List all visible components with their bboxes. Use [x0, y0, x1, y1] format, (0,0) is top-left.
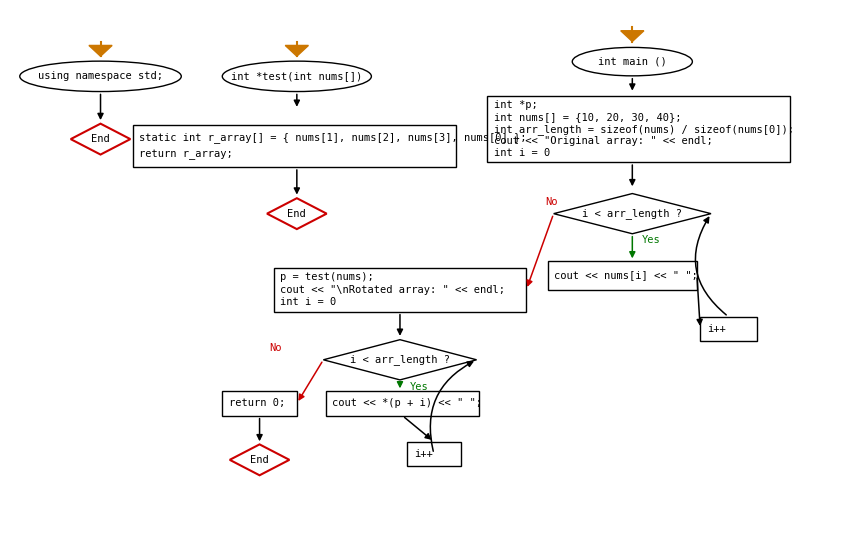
- Text: cout << "\nRotated array: " << endl;: cout << "\nRotated array: " << endl;: [280, 284, 505, 295]
- Text: cout << "Original array: " << endl;: cout << "Original array: " << endl;: [493, 136, 712, 146]
- Ellipse shape: [572, 47, 691, 76]
- Polygon shape: [285, 45, 308, 56]
- Bar: [222, 391, 296, 416]
- Polygon shape: [267, 198, 326, 229]
- Text: using namespace std;: using namespace std;: [38, 71, 163, 81]
- Polygon shape: [89, 45, 112, 56]
- Text: i++: i++: [413, 449, 432, 459]
- Text: int *p;: int *p;: [493, 100, 537, 110]
- Text: Yes: Yes: [641, 234, 660, 245]
- Ellipse shape: [222, 61, 371, 92]
- Polygon shape: [620, 31, 643, 41]
- Text: int main (): int main (): [598, 57, 666, 66]
- Text: cout << nums[i] << " ";: cout << nums[i] << " ";: [554, 270, 697, 281]
- Bar: [133, 125, 455, 167]
- Bar: [486, 96, 789, 162]
- Text: return 0;: return 0;: [229, 398, 285, 408]
- Text: i < arr_length ?: i < arr_length ?: [582, 208, 682, 219]
- Text: End: End: [287, 209, 306, 219]
- Polygon shape: [71, 124, 130, 155]
- Bar: [699, 317, 756, 341]
- Bar: [273, 268, 526, 312]
- Bar: [548, 261, 697, 289]
- Text: No: No: [269, 343, 282, 353]
- Polygon shape: [323, 340, 476, 380]
- Text: return r_array;: return r_array;: [139, 149, 233, 160]
- Text: int arr_length = sizeof(nums) / sizeof(nums[0]);: int arr_length = sizeof(nums) / sizeof(n…: [493, 124, 793, 135]
- Text: i < arr_length ?: i < arr_length ?: [350, 354, 449, 365]
- Text: End: End: [91, 134, 109, 144]
- Text: No: No: [545, 197, 557, 207]
- Text: cout << *(p + i) << " ";: cout << *(p + i) << " ";: [332, 398, 482, 408]
- Ellipse shape: [20, 61, 181, 92]
- Polygon shape: [553, 193, 710, 234]
- Text: static int r_array[] = { nums[1], nums[2], nums[3], nums[0] };: static int r_array[] = { nums[1], nums[2…: [139, 132, 526, 143]
- Text: int nums[] = {10, 20, 30, 40};: int nums[] = {10, 20, 30, 40};: [493, 112, 681, 122]
- Bar: [406, 441, 461, 466]
- Text: int *test(int nums[]): int *test(int nums[]): [231, 71, 362, 81]
- Text: End: End: [250, 455, 269, 465]
- Polygon shape: [230, 444, 289, 475]
- Bar: [325, 391, 479, 416]
- Text: Yes: Yes: [410, 382, 428, 392]
- Text: p = test(nums);: p = test(nums);: [280, 272, 374, 282]
- Text: int i = 0: int i = 0: [280, 297, 336, 307]
- Text: int i = 0: int i = 0: [493, 148, 549, 158]
- Text: i++: i++: [706, 324, 725, 334]
